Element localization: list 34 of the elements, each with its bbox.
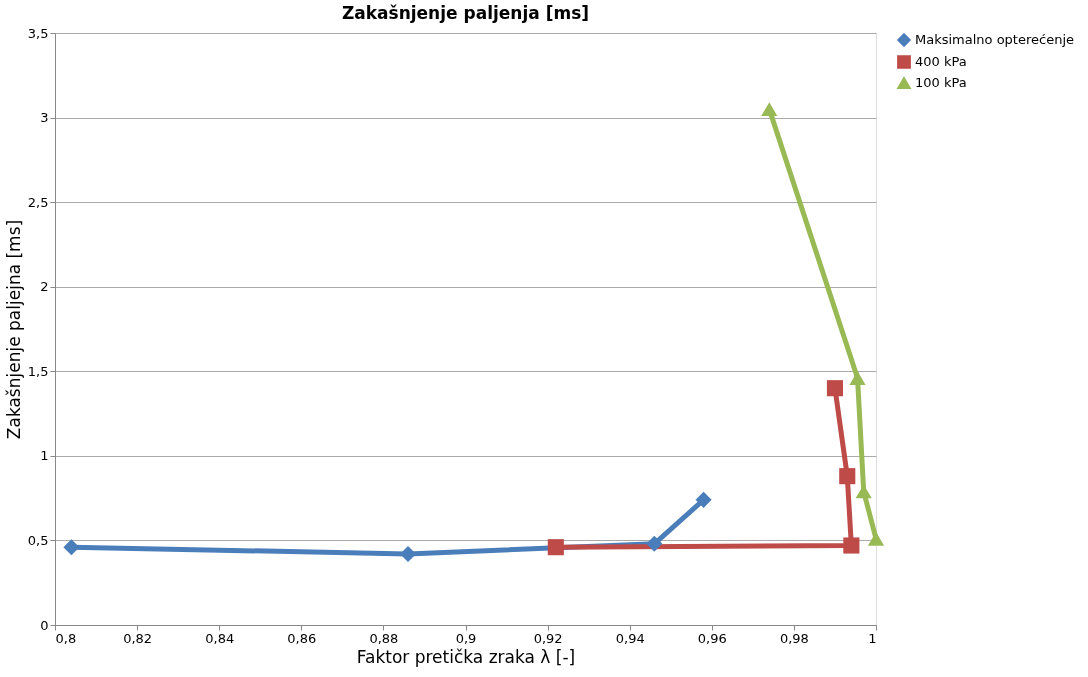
x-tick-label: 0,82 bbox=[123, 630, 153, 646]
y-tick-label: 2 bbox=[40, 279, 49, 295]
x-tick-label: 0,94 bbox=[615, 630, 645, 646]
x-tick-label: 0,9 bbox=[455, 630, 477, 646]
y-tick-label: 2,5 bbox=[27, 194, 49, 210]
legend-label: 100 kPa bbox=[915, 75, 967, 90]
y-tick-label: 3 bbox=[40, 110, 49, 126]
legend-label: Maksimalno opterećenje bbox=[915, 32, 1075, 47]
point bbox=[839, 468, 856, 485]
x-tick-label: 0,88 bbox=[369, 630, 399, 646]
chart-title: Zakašnjenje paljenja [ms] bbox=[341, 3, 590, 23]
x-axis-title: Faktor pretička zraka λ [-] bbox=[356, 646, 576, 667]
y-tick-label: 0 bbox=[40, 617, 49, 633]
point bbox=[646, 535, 663, 552]
y-tick-label: 0,5 bbox=[27, 532, 49, 548]
point bbox=[843, 537, 860, 554]
x-tick-label: 0,8 bbox=[55, 630, 77, 646]
y-tick-label: 3,5 bbox=[27, 25, 49, 41]
y-tick-label: 1 bbox=[40, 448, 49, 464]
x-tick-label: 1 bbox=[868, 630, 877, 646]
point bbox=[547, 539, 564, 556]
x-tick-label: 0,96 bbox=[697, 630, 727, 646]
x-tick-label: 0,98 bbox=[779, 630, 809, 646]
x-tick-label: 0,92 bbox=[533, 630, 563, 646]
x-tick-label: 0,84 bbox=[205, 630, 235, 646]
point bbox=[761, 102, 778, 117]
point bbox=[849, 371, 866, 386]
x-tick-label: 0,86 bbox=[287, 630, 317, 646]
legend-label: 400 kPa bbox=[915, 54, 967, 69]
point bbox=[826, 380, 844, 397]
y-axis-title: Zakašnjenje paljejna [ms] bbox=[3, 219, 24, 440]
point bbox=[867, 531, 885, 546]
y-tick-label: 1,5 bbox=[27, 363, 49, 379]
point bbox=[695, 491, 712, 508]
